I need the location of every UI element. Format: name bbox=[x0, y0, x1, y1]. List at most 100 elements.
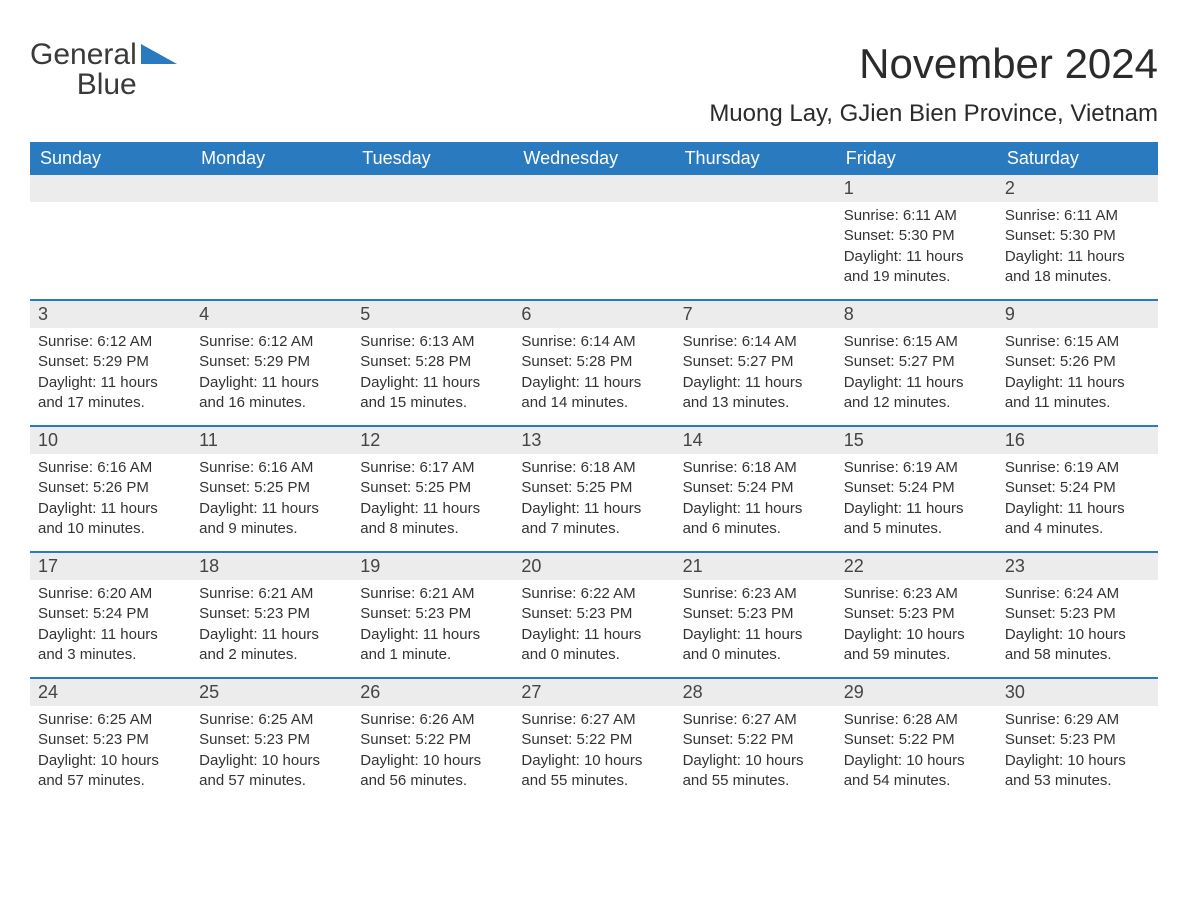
sunset-text: Sunset: 5:24 PM bbox=[844, 478, 989, 498]
daylight-text: Daylight: 11 hours and 17 minutes. bbox=[38, 373, 183, 414]
calendar-cell bbox=[191, 175, 352, 299]
sunset-text: Sunset: 5:23 PM bbox=[199, 604, 344, 624]
day-number bbox=[513, 175, 674, 202]
daylight-text: Daylight: 11 hours and 0 minutes. bbox=[683, 625, 828, 666]
day-body: Sunrise: 6:27 AMSunset: 5:22 PMDaylight:… bbox=[513, 706, 674, 799]
calendar-cell bbox=[675, 175, 836, 299]
calendar-cell: 3Sunrise: 6:12 AMSunset: 5:29 PMDaylight… bbox=[30, 301, 191, 425]
day-number: 16 bbox=[997, 427, 1158, 454]
daylight-text: Daylight: 11 hours and 14 minutes. bbox=[521, 373, 666, 414]
calendar-cell: 20Sunrise: 6:22 AMSunset: 5:23 PMDayligh… bbox=[513, 553, 674, 677]
sunset-text: Sunset: 5:22 PM bbox=[683, 730, 828, 750]
day-body: Sunrise: 6:28 AMSunset: 5:22 PMDaylight:… bbox=[836, 706, 997, 799]
calendar-cell: 21Sunrise: 6:23 AMSunset: 5:23 PMDayligh… bbox=[675, 553, 836, 677]
sunset-text: Sunset: 5:29 PM bbox=[199, 352, 344, 372]
weekday-label: Monday bbox=[191, 142, 352, 175]
day-body: Sunrise: 6:25 AMSunset: 5:23 PMDaylight:… bbox=[191, 706, 352, 799]
sunrise-text: Sunrise: 6:18 AM bbox=[521, 458, 666, 478]
day-number: 22 bbox=[836, 553, 997, 580]
day-number bbox=[30, 175, 191, 202]
calendar: Sunday Monday Tuesday Wednesday Thursday… bbox=[30, 142, 1158, 803]
day-number bbox=[352, 175, 513, 202]
logo-text-block: General Blue bbox=[30, 40, 137, 100]
sunrise-text: Sunrise: 6:16 AM bbox=[199, 458, 344, 478]
sunrise-text: Sunrise: 6:17 AM bbox=[360, 458, 505, 478]
page-header: General Blue November 2024 Muong Lay, GJ… bbox=[30, 40, 1158, 128]
day-number: 23 bbox=[997, 553, 1158, 580]
day-body: Sunrise: 6:21 AMSunset: 5:23 PMDaylight:… bbox=[191, 580, 352, 673]
day-body: Sunrise: 6:15 AMSunset: 5:27 PMDaylight:… bbox=[836, 328, 997, 421]
daylight-text: Daylight: 11 hours and 11 minutes. bbox=[1005, 373, 1150, 414]
calendar-cell: 14Sunrise: 6:18 AMSunset: 5:24 PMDayligh… bbox=[675, 427, 836, 551]
sunset-text: Sunset: 5:24 PM bbox=[38, 604, 183, 624]
calendar-cell: 12Sunrise: 6:17 AMSunset: 5:25 PMDayligh… bbox=[352, 427, 513, 551]
day-number: 21 bbox=[675, 553, 836, 580]
day-body: Sunrise: 6:16 AMSunset: 5:26 PMDaylight:… bbox=[30, 454, 191, 547]
daylight-text: Daylight: 11 hours and 18 minutes. bbox=[1005, 247, 1150, 288]
logo-word1: General bbox=[30, 40, 137, 70]
sunrise-text: Sunrise: 6:19 AM bbox=[844, 458, 989, 478]
day-body: Sunrise: 6:12 AMSunset: 5:29 PMDaylight:… bbox=[191, 328, 352, 421]
sunrise-text: Sunrise: 6:12 AM bbox=[38, 332, 183, 352]
calendar-cell bbox=[352, 175, 513, 299]
sunrise-text: Sunrise: 6:11 AM bbox=[844, 206, 989, 226]
day-body: Sunrise: 6:24 AMSunset: 5:23 PMDaylight:… bbox=[997, 580, 1158, 673]
sunset-text: Sunset: 5:23 PM bbox=[1005, 730, 1150, 750]
day-body: Sunrise: 6:17 AMSunset: 5:25 PMDaylight:… bbox=[352, 454, 513, 547]
calendar-cell: 6Sunrise: 6:14 AMSunset: 5:28 PMDaylight… bbox=[513, 301, 674, 425]
calendar-cell: 16Sunrise: 6:19 AMSunset: 5:24 PMDayligh… bbox=[997, 427, 1158, 551]
daylight-text: Daylight: 11 hours and 15 minutes. bbox=[360, 373, 505, 414]
sunrise-text: Sunrise: 6:27 AM bbox=[683, 710, 828, 730]
day-number: 4 bbox=[191, 301, 352, 328]
day-number: 12 bbox=[352, 427, 513, 454]
sunrise-text: Sunrise: 6:23 AM bbox=[844, 584, 989, 604]
weekday-label: Tuesday bbox=[352, 142, 513, 175]
weekday-header: Sunday Monday Tuesday Wednesday Thursday… bbox=[30, 142, 1158, 175]
day-number: 27 bbox=[513, 679, 674, 706]
day-number: 25 bbox=[191, 679, 352, 706]
day-body bbox=[352, 202, 513, 214]
day-body: Sunrise: 6:20 AMSunset: 5:24 PMDaylight:… bbox=[30, 580, 191, 673]
calendar-cell: 17Sunrise: 6:20 AMSunset: 5:24 PMDayligh… bbox=[30, 553, 191, 677]
calendar-cell: 5Sunrise: 6:13 AMSunset: 5:28 PMDaylight… bbox=[352, 301, 513, 425]
sunset-text: Sunset: 5:24 PM bbox=[1005, 478, 1150, 498]
weekday-label: Saturday bbox=[997, 142, 1158, 175]
calendar-week: 24Sunrise: 6:25 AMSunset: 5:23 PMDayligh… bbox=[30, 677, 1158, 803]
sunrise-text: Sunrise: 6:21 AM bbox=[360, 584, 505, 604]
sunset-text: Sunset: 5:23 PM bbox=[38, 730, 183, 750]
calendar-cell bbox=[30, 175, 191, 299]
calendar-cell: 11Sunrise: 6:16 AMSunset: 5:25 PMDayligh… bbox=[191, 427, 352, 551]
sunrise-text: Sunrise: 6:23 AM bbox=[683, 584, 828, 604]
day-body: Sunrise: 6:19 AMSunset: 5:24 PMDaylight:… bbox=[836, 454, 997, 547]
daylight-text: Daylight: 11 hours and 1 minute. bbox=[360, 625, 505, 666]
day-number: 1 bbox=[836, 175, 997, 202]
day-body: Sunrise: 6:15 AMSunset: 5:26 PMDaylight:… bbox=[997, 328, 1158, 421]
sunrise-text: Sunrise: 6:26 AM bbox=[360, 710, 505, 730]
day-number: 26 bbox=[352, 679, 513, 706]
daylight-text: Daylight: 11 hours and 7 minutes. bbox=[521, 499, 666, 540]
daylight-text: Daylight: 11 hours and 8 minutes. bbox=[360, 499, 505, 540]
day-number: 3 bbox=[30, 301, 191, 328]
day-number: 18 bbox=[191, 553, 352, 580]
day-body: Sunrise: 6:16 AMSunset: 5:25 PMDaylight:… bbox=[191, 454, 352, 547]
daylight-text: Daylight: 11 hours and 3 minutes. bbox=[38, 625, 183, 666]
daylight-text: Daylight: 11 hours and 4 minutes. bbox=[1005, 499, 1150, 540]
sunset-text: Sunset: 5:23 PM bbox=[199, 730, 344, 750]
day-body: Sunrise: 6:12 AMSunset: 5:29 PMDaylight:… bbox=[30, 328, 191, 421]
day-number: 5 bbox=[352, 301, 513, 328]
day-body: Sunrise: 6:11 AMSunset: 5:30 PMDaylight:… bbox=[836, 202, 997, 295]
daylight-text: Daylight: 11 hours and 6 minutes. bbox=[683, 499, 828, 540]
logo-word2: Blue bbox=[30, 70, 137, 100]
sunset-text: Sunset: 5:30 PM bbox=[844, 226, 989, 246]
sunrise-text: Sunrise: 6:22 AM bbox=[521, 584, 666, 604]
sunset-text: Sunset: 5:26 PM bbox=[1005, 352, 1150, 372]
day-number: 17 bbox=[30, 553, 191, 580]
day-number: 28 bbox=[675, 679, 836, 706]
calendar-cell: 9Sunrise: 6:15 AMSunset: 5:26 PMDaylight… bbox=[997, 301, 1158, 425]
day-number: 6 bbox=[513, 301, 674, 328]
calendar-cell: 7Sunrise: 6:14 AMSunset: 5:27 PMDaylight… bbox=[675, 301, 836, 425]
sunset-text: Sunset: 5:27 PM bbox=[844, 352, 989, 372]
calendar-week: 3Sunrise: 6:12 AMSunset: 5:29 PMDaylight… bbox=[30, 299, 1158, 425]
calendar-week: 1Sunrise: 6:11 AMSunset: 5:30 PMDaylight… bbox=[30, 175, 1158, 299]
sunrise-text: Sunrise: 6:14 AM bbox=[683, 332, 828, 352]
